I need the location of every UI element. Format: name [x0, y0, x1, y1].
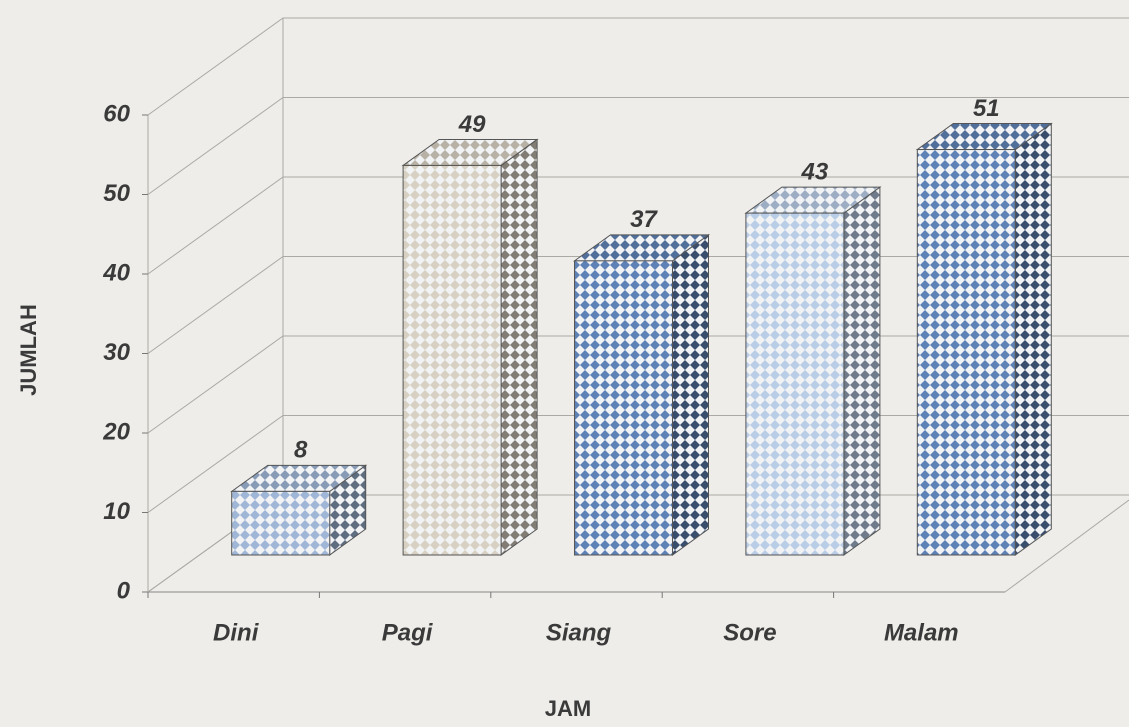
y-tick-label: 50: [103, 180, 130, 207]
value-label: 51: [973, 95, 1000, 122]
y-tick-label: 30: [103, 339, 130, 366]
grid-line: [147, 17, 1129, 116]
y-tick-label: 0: [117, 577, 131, 604]
bar: [574, 260, 673, 556]
bar: [916, 149, 1016, 556]
x-tick-label: Sore: [723, 619, 776, 646]
grid-line: [147, 176, 1129, 275]
value-label: 37: [630, 206, 658, 233]
y-axis-label: JUMLAH: [16, 304, 41, 396]
value-label: 49: [458, 111, 486, 138]
floor-right: [1004, 499, 1129, 593]
y-tick-label: 20: [102, 418, 130, 445]
x-tick-label: Dini: [213, 619, 260, 646]
x-tick-label: Siang: [546, 619, 612, 646]
bar-side: [672, 233, 709, 556]
y-tick-label: 40: [102, 259, 130, 286]
y-tick-label: 60: [103, 100, 130, 127]
bar-side: [1014, 122, 1052, 556]
bar-side: [843, 186, 881, 556]
bar-side: [500, 138, 538, 556]
bar: [402, 164, 502, 556]
bar: [231, 490, 331, 556]
x-tick-label: Malam: [884, 619, 959, 646]
grid-line: [147, 97, 1129, 195]
y-tick-label: 10: [103, 498, 130, 525]
bar: [745, 212, 845, 556]
x-tick-label: Pagi: [382, 619, 434, 646]
x-axis-label: JAM: [545, 696, 591, 721]
value-label: 8: [294, 437, 308, 464]
value-label: 43: [801, 158, 829, 185]
